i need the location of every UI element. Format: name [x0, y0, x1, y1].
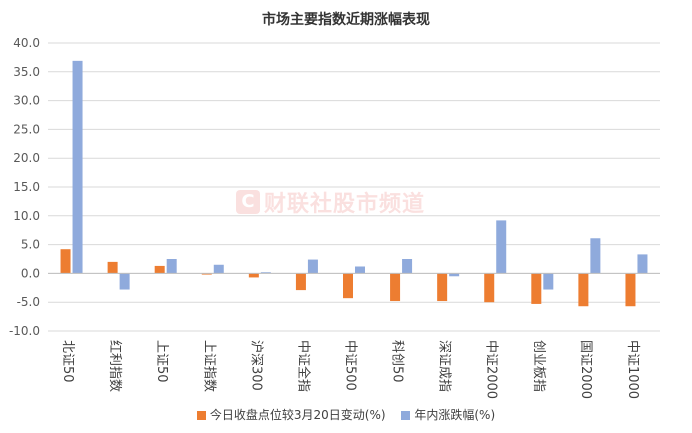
bar-today-change: [578, 273, 589, 307]
y-tick-label: 25.0: [13, 122, 40, 136]
legend-label-series-1: 今日收盘点位较3月20日变动(%): [209, 408, 386, 422]
x-tick-label: 中证全指: [295, 340, 311, 392]
legend-item-series-1: 今日收盘点位较3月20日变动(%): [196, 406, 386, 423]
legend-label-series-2: 年内涨跌幅(%): [414, 408, 496, 422]
legend: 今日收盘点位较3月20日变动(%) 年内涨跌幅(%): [0, 406, 692, 423]
watermark-text: 财联社股市频道: [264, 192, 426, 217]
bar-ytd-change: [307, 259, 318, 274]
y-tick-label: -5.0: [17, 295, 40, 309]
watermark: C 财联社股市频道: [236, 188, 426, 217]
cailian-logo-icon: C: [236, 190, 260, 214]
x-tick-label: 沪深300: [248, 340, 264, 391]
bar-today-change: [60, 249, 71, 274]
legend-item-series-2: 年内涨跌幅(%): [401, 406, 495, 423]
bar-today-change: [625, 273, 636, 307]
y-tick-label: 20.0: [13, 151, 40, 165]
x-tick-label: 深证成指: [437, 340, 452, 392]
bar-ytd-change: [355, 266, 365, 274]
x-tick-label: 中证2000: [484, 340, 499, 399]
bar-today-change: [201, 273, 212, 275]
bar-today-change: [390, 273, 401, 302]
bar-ytd-change: [402, 259, 413, 274]
y-tick-label: 40.0: [13, 36, 40, 50]
bar-ytd-change: [590, 238, 601, 274]
bar-ytd-change: [72, 60, 83, 274]
bar-today-change: [343, 273, 353, 299]
bar-ytd-change: [213, 264, 224, 274]
bar-today-change: [437, 273, 448, 302]
y-tick-label: 0.0: [21, 266, 40, 280]
legend-swatch-blue: [401, 411, 411, 420]
x-tick-label: 科创50: [390, 340, 405, 383]
x-tick-label: 上证指数: [201, 340, 216, 392]
y-tick-label: 5.0: [21, 238, 40, 252]
bar-today-change: [531, 273, 542, 304]
bar-ytd-change: [637, 254, 648, 274]
bar-today-change: [107, 261, 118, 274]
legend-swatch-orange: [196, 411, 206, 420]
bar-today-change: [248, 273, 259, 278]
bar-today-change: [484, 273, 495, 303]
x-tick-label: 上证50: [154, 340, 169, 383]
x-tick-label: 中证1000: [625, 340, 640, 399]
y-tick-label: 10.0: [13, 209, 40, 223]
x-tick-label: 中证500: [343, 340, 358, 391]
x-tick-label: 国证2000: [578, 340, 593, 399]
x-tick-label: 红利指数: [107, 340, 123, 392]
bar-ytd-change: [166, 259, 177, 274]
x-tick-label: 北证50: [60, 340, 75, 383]
y-tick-label: 15.0: [13, 180, 40, 194]
bar-ytd-change: [449, 273, 460, 277]
bar-ytd-change: [496, 220, 507, 274]
bar-ytd-change: [119, 273, 130, 290]
bar-ytd-change: [260, 272, 271, 274]
chart-title: 市场主要指数近期涨幅表现: [262, 12, 430, 28]
y-tick-label: -10.0: [9, 324, 40, 338]
y-tick-label: 30.0: [13, 94, 40, 108]
x-tick-label: 创业板指: [531, 340, 546, 392]
bar-today-change: [154, 265, 165, 274]
bar-ytd-change: [543, 273, 554, 290]
bar-today-change: [295, 273, 306, 291]
y-tick-label: 35.0: [13, 65, 40, 79]
